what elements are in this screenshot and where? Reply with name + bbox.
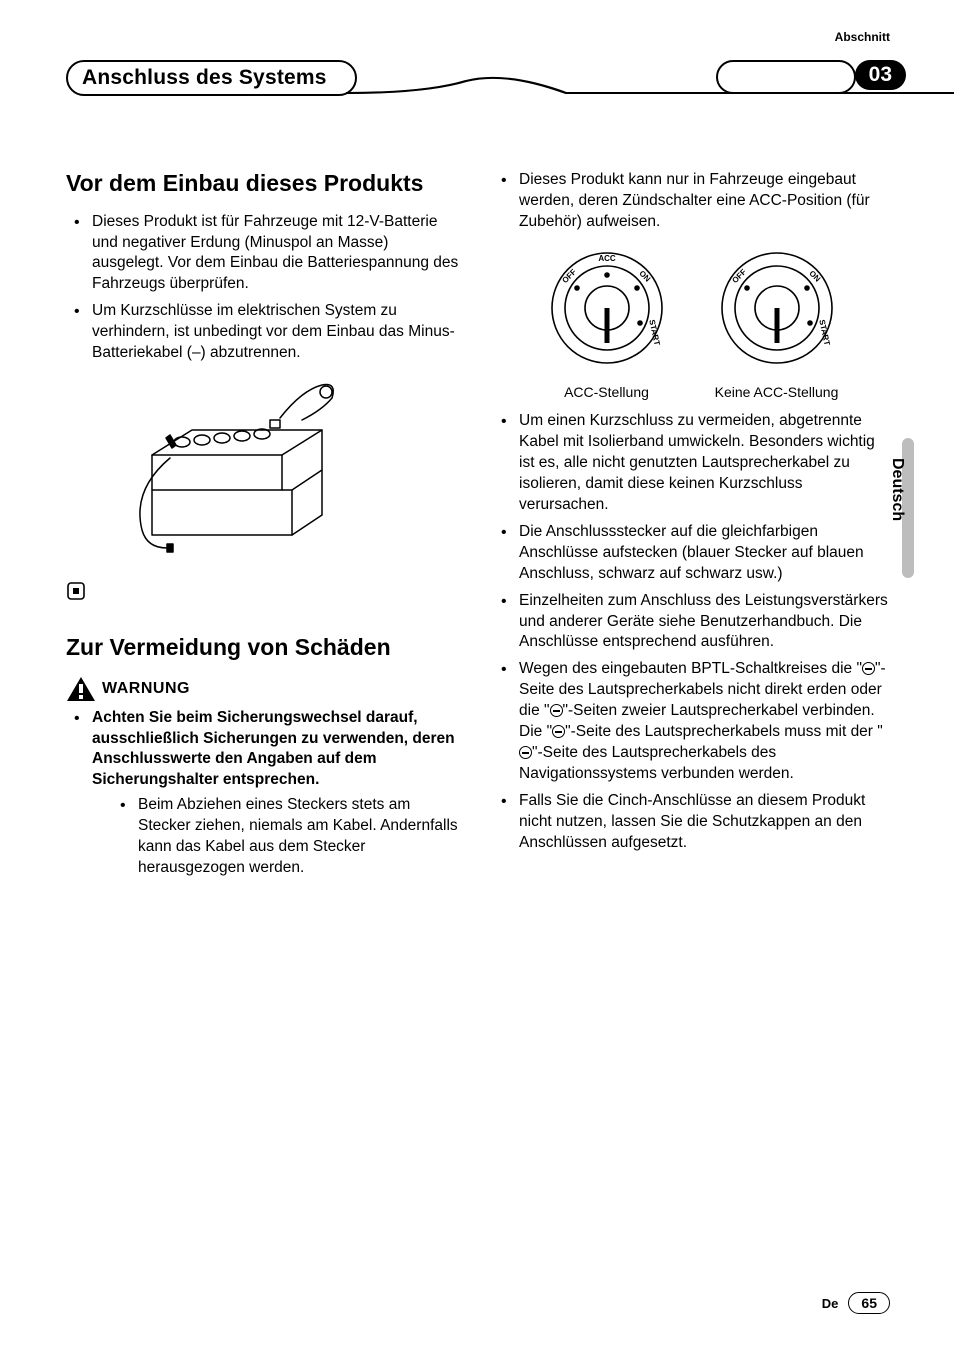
svg-text:ACC: ACC (598, 254, 616, 263)
minus-symbol-icon (519, 746, 532, 759)
page: Abschnitt Anschluss des Systems 03 Deuts… (0, 0, 954, 1352)
ignition-figure-row: OFF ACC ON START ACC-Stellung (493, 243, 890, 402)
svg-text:OFF: OFF (730, 267, 748, 285)
svg-text:OFF: OFF (560, 267, 578, 285)
bullet-list-intro: Dieses Produkt ist für Fahrzeuge mit 12-… (66, 212, 463, 364)
footer: De 65 (822, 1292, 890, 1314)
list-item: Die Anschlussstecker auf die gleichfarbi… (493, 522, 890, 585)
content-columns: Vor dem Einbau dieses Produkts Dieses Pr… (66, 170, 890, 885)
warning-label: WARNUNG (102, 680, 190, 698)
list-item: Einzelheiten zum Anschluss des Leistungs… (493, 591, 890, 654)
ignition-with-acc: OFF ACC ON START ACC-Stellung (542, 243, 672, 402)
list-item: Um Kurzschlüsse im elektrischen System z… (66, 301, 463, 364)
header-title: Anschluss des Systems (82, 66, 327, 90)
warning-list: Achten Sie beim Sicherungswechsel darauf… (66, 708, 463, 879)
figure-battery (112, 370, 463, 575)
section-end-icon (66, 581, 463, 606)
list-item: Beim Abziehen eines Steckers stets am St… (92, 795, 463, 879)
header-right-outline (716, 60, 856, 94)
battery-illustration (112, 370, 372, 570)
ignition-no-acc-caption: Keine ACC-Stellung (712, 384, 842, 402)
heading-zur-vermeidung: Zur Vermeidung von Schäden (66, 634, 463, 662)
minus-symbol-icon (862, 662, 875, 675)
warning-bold-text: Achten Sie beim Sicherungswechsel darauf… (92, 709, 455, 789)
footer-page-number: 65 (848, 1292, 890, 1314)
list-item: Wegen des eingebauten BPTL-Schaltkreises… (493, 659, 890, 785)
list-item: Um einen Kurzschluss zu vermeiden, abget… (493, 411, 890, 516)
warning-sublist: Beim Abziehen eines Steckers stets am St… (92, 795, 463, 879)
bullet-list-right-top: Dieses Produkt kann nur in Fahrzeuge ein… (493, 170, 890, 233)
minus-symbol-icon (550, 704, 563, 717)
left-column: Vor dem Einbau dieses Produkts Dieses Pr… (66, 170, 463, 885)
header-row: Anschluss des Systems 03 (66, 60, 906, 100)
warning-icon (66, 676, 96, 702)
ignition-no-acc: OFF ON START Keine ACC-Stellung (712, 243, 842, 402)
section-label: Abschnitt (835, 30, 890, 44)
section-number-pill: 03 (855, 60, 906, 90)
header-title-pill: Anschluss des Systems (66, 60, 357, 96)
heading-vor-dem-einbau: Vor dem Einbau dieses Produkts (66, 170, 463, 198)
footer-language: De (822, 1296, 839, 1311)
warning-row: WARNUNG (66, 676, 463, 702)
right-column: Dieses Produkt kann nur in Fahrzeuge ein… (493, 170, 890, 885)
bullet-list-right-bottom: Um einen Kurzschluss zu vermeiden, abget… (493, 411, 890, 853)
ignition-acc-caption: ACC-Stellung (542, 384, 672, 402)
list-item: Achten Sie beim Sicherungswechsel darauf… (66, 708, 463, 879)
minus-symbol-icon (552, 725, 565, 738)
list-item: Falls Sie die Cinch-Anschlüsse an diesem… (493, 791, 890, 854)
list-item: Dieses Produkt ist für Fahrzeuge mit 12-… (66, 212, 463, 296)
list-item: Dieses Produkt kann nur in Fahrzeuge ein… (493, 170, 890, 233)
ignition-no-acc-icon: OFF ON START (712, 243, 842, 373)
ignition-acc-icon: OFF ACC ON START (542, 243, 672, 373)
